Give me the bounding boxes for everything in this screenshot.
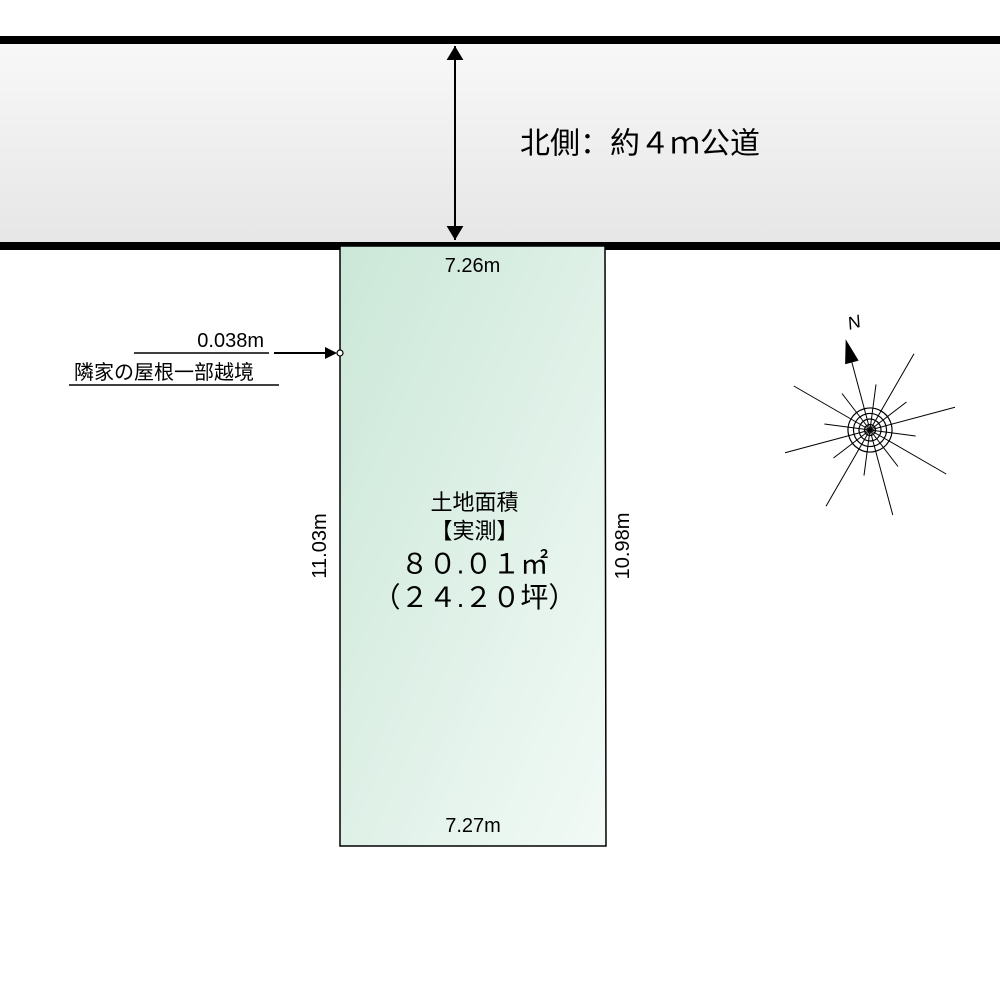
area-m2: ８０.０１㎡: [401, 549, 549, 580]
area-subtitle: 【実測】: [430, 519, 518, 544]
road-band: [0, 40, 1000, 246]
compass-n-label: N: [845, 311, 864, 334]
area-tsubo: （２４.２０坪）: [373, 582, 577, 613]
lot-polygon: [340, 246, 606, 846]
compass-icon: N: [754, 293, 977, 538]
area-title: 土地面積: [430, 490, 518, 515]
encroachment-callout: 0.038m 隣家の屋根一部越境: [69, 330, 343, 385]
encroachment-marker: [337, 350, 343, 356]
dim-bottom: 7.27m: [445, 815, 501, 837]
road-label: 北側：約４ｍ公道: [520, 128, 760, 161]
encroachment-value: 0.038m: [197, 330, 264, 352]
encroachment-note: 隣家の屋根一部越境: [74, 361, 254, 384]
dim-right: 10.98m: [612, 513, 634, 580]
plot-diagram: 北側：約４ｍ公道 7.26m 7.27m 11.03m 10.98m 土地面積【実測】 ８０…: [0, 0, 1000, 1001]
dim-left: 11.03m: [309, 513, 331, 578]
dim-top: 7.26m: [445, 255, 501, 277]
